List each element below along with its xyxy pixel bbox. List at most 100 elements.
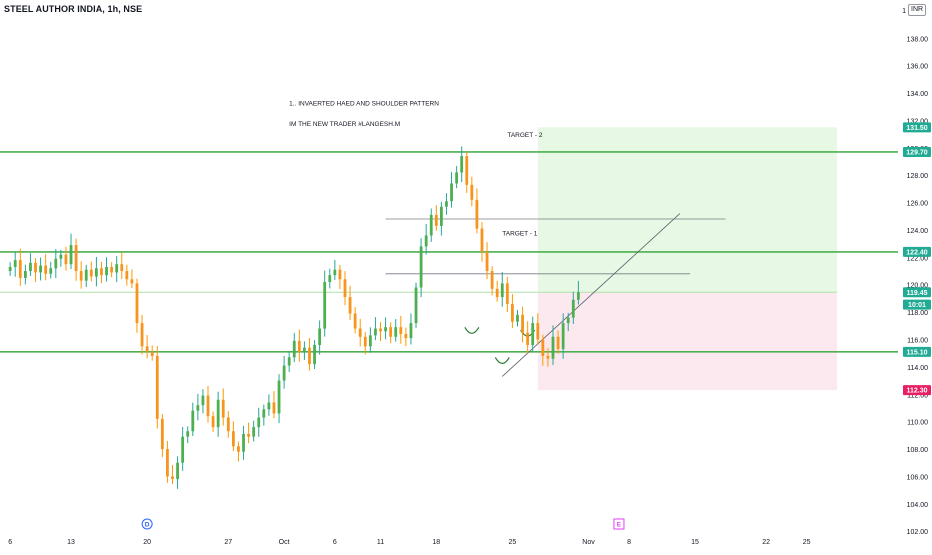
x-tick-label: 13 — [67, 539, 75, 546]
x-tick-label: Oct — [279, 539, 290, 546]
candle-body — [64, 254, 68, 265]
candle-body — [120, 264, 124, 272]
candle-body — [166, 449, 169, 477]
price-badge — [903, 122, 931, 133]
candle-body — [29, 262, 32, 272]
candle-body — [242, 433, 245, 452]
position-zones — [0, 127, 838, 391]
support-resistance-levels — [0, 151, 898, 353]
candle-body — [155, 355, 159, 419]
currency-badge[interactable]: INR — [908, 4, 927, 16]
candle-body — [500, 283, 504, 298]
y-tick-label: 122.00 — [907, 255, 929, 262]
candle-body — [394, 327, 398, 337]
candle-body — [74, 245, 78, 272]
x-tick-label: 8 — [627, 539, 631, 546]
candle-body — [8, 266, 12, 272]
candle-body — [226, 417, 230, 432]
candle-body — [399, 327, 403, 335]
x-tick-label: 25 — [509, 539, 517, 546]
y-top-label: 1 — [902, 8, 906, 15]
candle-body — [196, 405, 200, 411]
price-badge-label: 122.40 — [906, 249, 928, 256]
candle-body — [389, 327, 393, 337]
candle-body — [262, 409, 266, 418]
candle-body — [348, 297, 352, 314]
y-tick-label: 118.00 — [907, 310, 928, 317]
y-tick-label: 124.00 — [907, 228, 929, 235]
candle-body — [125, 271, 129, 280]
price-badge-label: 112.30 — [906, 388, 927, 395]
candle-body — [465, 156, 469, 185]
candle-body — [186, 431, 190, 437]
x-tick-label: 20 — [143, 539, 151, 546]
candle-body — [485, 251, 489, 272]
price-badge-label: 119.45 — [906, 290, 927, 297]
x-tick-label: 22 — [762, 539, 770, 546]
candle-body — [191, 410, 195, 432]
candle-body — [343, 279, 347, 298]
candle-body — [18, 260, 22, 278]
candle-body — [384, 327, 387, 332]
price-badge — [903, 146, 931, 157]
candle-body — [231, 431, 235, 447]
candle-body — [115, 264, 119, 273]
x-tick-label: 6 — [333, 539, 337, 546]
candle-body — [556, 336, 560, 350]
candle-body — [69, 245, 73, 265]
candle-body — [44, 265, 48, 274]
candle-body — [303, 347, 306, 352]
candle-body — [221, 399, 225, 418]
candle-body — [571, 299, 575, 318]
candle-body — [313, 344, 316, 365]
candle-body — [521, 314, 524, 333]
y-tick-label: 106.00 — [907, 474, 929, 481]
candle-body — [105, 266, 108, 276]
candle-body — [140, 323, 144, 347]
candle-body — [287, 357, 291, 366]
x-tick-label: 6 — [8, 539, 12, 546]
x-tick-label: 18 — [432, 539, 440, 546]
candle-body — [546, 355, 550, 359]
candle-body — [277, 380, 281, 414]
candle-body — [404, 334, 408, 339]
price-badge — [903, 299, 931, 310]
time-axis: 6 13 20 27 Oct 6 11 18 25 Nov 8 15 22 25 — [8, 539, 810, 546]
candle-body — [434, 214, 438, 226]
candle-body — [455, 172, 459, 184]
x-tick-label: 11 — [377, 539, 384, 546]
annotations: 1.. INVAERTED HAED AND SHOULDER PATTERN I… — [289, 100, 543, 237]
candle-body — [34, 262, 37, 273]
price-badge-label: 115.10 — [906, 349, 927, 356]
price-badge — [903, 346, 931, 357]
earnings-marker — [613, 518, 625, 530]
candle-body — [237, 446, 240, 452]
candle-body — [414, 287, 418, 324]
candles — [8, 146, 580, 489]
candle-body — [206, 395, 210, 417]
price-badge-label: 10:01 — [908, 302, 926, 309]
candle-body — [511, 303, 514, 322]
candle-body — [338, 269, 342, 280]
candle-body — [297, 340, 301, 352]
candle-body — [368, 335, 372, 347]
annotation-text: 1.. INVAERTED HAED AND SHOULDER PATTERN — [289, 100, 439, 107]
annotation-text: TARGET - 1 — [502, 230, 538, 237]
pattern-arc — [464, 326, 480, 334]
candle-body — [308, 347, 311, 365]
candle-body — [267, 402, 271, 410]
candle-body — [409, 323, 413, 339]
candle-body — [59, 254, 63, 259]
y-tick-label: 112.00 — [907, 392, 928, 399]
candle-body — [292, 340, 296, 358]
candle-body — [282, 365, 286, 381]
price-badge — [903, 246, 931, 257]
candle-body — [150, 351, 154, 356]
candle-body — [531, 323, 535, 345]
y-tick-label: 126.00 — [907, 201, 929, 208]
price-badge — [903, 385, 931, 396]
profit-zone — [537, 127, 838, 293]
candle-body — [353, 313, 357, 329]
